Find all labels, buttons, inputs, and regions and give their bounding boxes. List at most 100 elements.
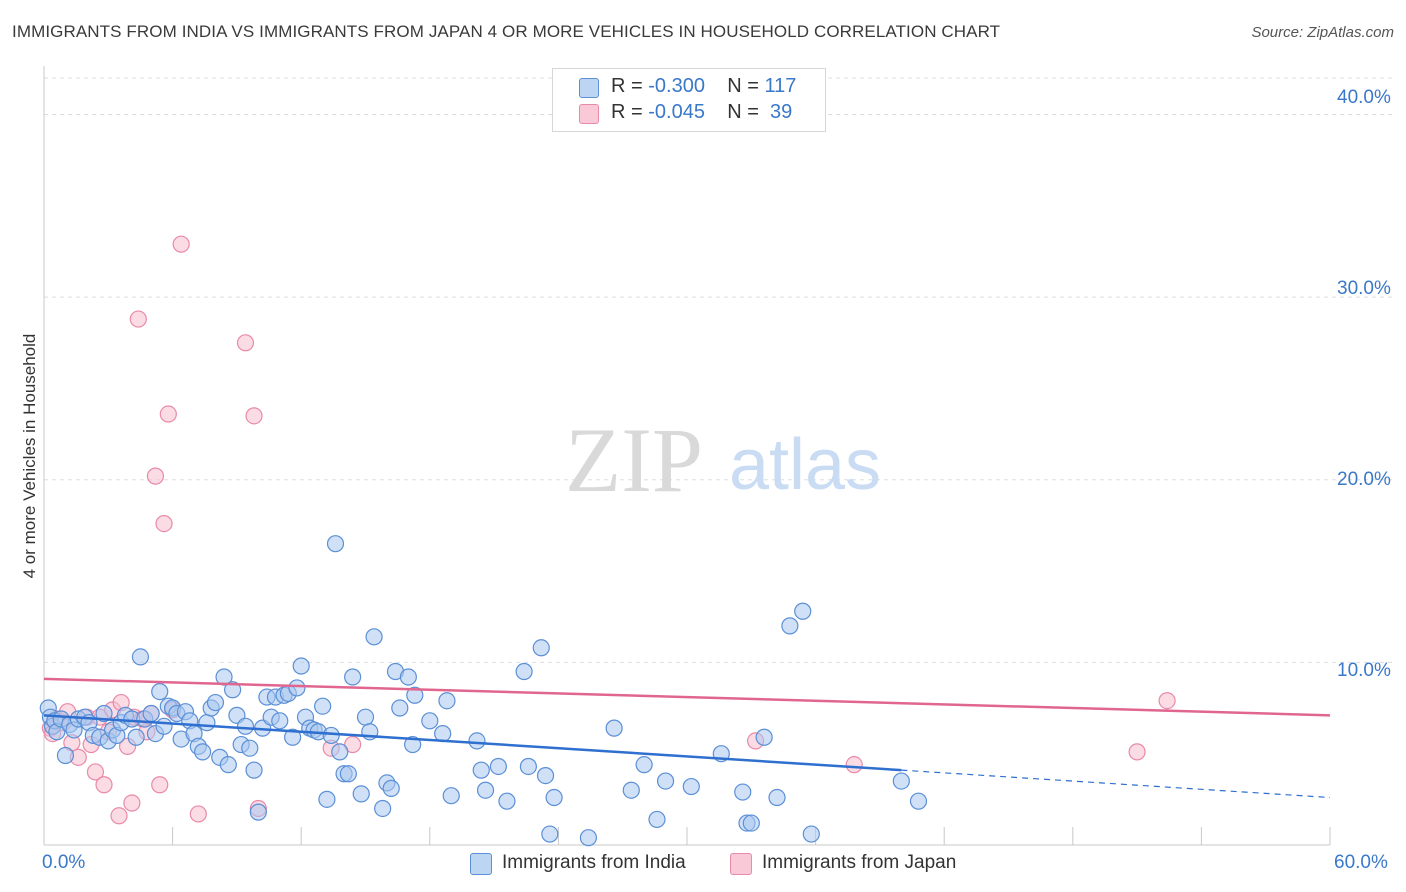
data-point (245, 407, 263, 425)
correlation-legend: R = -0.300 N = 117 R = -0.045 N = 39 (552, 68, 826, 132)
japan-n-value: 39 (764, 101, 793, 123)
japan-points (41, 235, 1176, 825)
india-n-value: 117 (764, 75, 797, 97)
data-point (172, 235, 190, 253)
data-point (288, 679, 306, 697)
data-point (794, 602, 812, 620)
watermark: ZIP atlas (565, 409, 881, 511)
india-r-label: R = (611, 75, 649, 97)
data-point (541, 825, 559, 843)
gridlines (44, 77, 1393, 663)
y-tick-20: 20.0% (1337, 469, 1391, 490)
data-point (322, 726, 340, 745)
data-point (56, 746, 75, 765)
data-point (131, 648, 150, 666)
data-point (622, 781, 640, 799)
data-point (159, 405, 177, 423)
data-point (519, 757, 537, 776)
data-point (468, 732, 486, 750)
data-point (146, 467, 165, 485)
japan-stats: R = -0.045 N = 39 (611, 101, 792, 124)
data-point (151, 682, 169, 701)
india-legend-swatch (470, 853, 492, 875)
data-point (339, 765, 357, 783)
japan-n-label: N = (727, 101, 765, 123)
x-tick-0: 0.0% (42, 852, 86, 873)
trend-line-india-extension (901, 769, 1331, 799)
watermark-zip: ZIP (565, 409, 703, 511)
data-point (1158, 692, 1176, 710)
source-credit: Source: ZipAtlas.com (1251, 24, 1394, 41)
data-point (605, 719, 623, 737)
data-point (284, 728, 302, 746)
data-point (845, 756, 863, 774)
data-point (892, 772, 910, 790)
data-point (206, 693, 225, 712)
data-point (545, 788, 563, 807)
data-point (742, 814, 760, 832)
data-point (123, 794, 141, 812)
data-point (110, 807, 128, 825)
japan-r-label: R = (611, 101, 649, 123)
data-point (648, 810, 666, 829)
data-point (391, 699, 409, 717)
data-point (781, 617, 799, 635)
japan-legend-label: Immigrants from Japan (762, 852, 957, 873)
data-point (151, 776, 169, 794)
trend-lines (43, 677, 1331, 799)
data-point (86, 763, 105, 781)
data-point (406, 686, 424, 704)
data-point (194, 743, 212, 761)
japan-r-value: -0.045 (648, 101, 705, 123)
data-point (532, 639, 550, 657)
data-point (271, 712, 289, 730)
data-point (129, 310, 147, 328)
data-point (374, 799, 392, 818)
data-point (442, 787, 460, 805)
data-point (635, 756, 653, 774)
data-point (292, 657, 310, 675)
data-point (326, 535, 345, 553)
data-point (909, 792, 928, 810)
data-point (95, 776, 113, 794)
data-point (768, 788, 786, 807)
data-point (434, 725, 452, 743)
data-point (1128, 743, 1146, 761)
data-point (95, 704, 113, 723)
data-point (245, 761, 263, 779)
india-swatch (579, 78, 599, 98)
data-point (404, 735, 422, 754)
data-point (382, 779, 400, 797)
data-point (127, 728, 145, 746)
data-point (331, 743, 349, 761)
data-point (314, 697, 332, 715)
data-point (656, 772, 675, 790)
data-point (356, 708, 375, 726)
data-point (155, 717, 173, 735)
trend-line-japan (43, 677, 1331, 717)
data-point (472, 761, 490, 779)
y-tick-40: 40.0% (1337, 87, 1391, 108)
data-point (498, 792, 516, 810)
data-point (155, 514, 173, 533)
india-n-label: N = (727, 75, 765, 97)
data-point (476, 781, 495, 799)
data-point (236, 334, 255, 352)
data-point (802, 825, 820, 843)
data-point (198, 714, 216, 732)
data-point (421, 712, 439, 730)
data-point (489, 757, 507, 776)
data-point (249, 803, 267, 821)
japan-legend-swatch (730, 853, 752, 875)
india-points (39, 535, 928, 847)
data-point (515, 662, 533, 681)
data-point (344, 668, 362, 686)
axes (43, 66, 1331, 846)
data-point (236, 717, 255, 735)
watermark-atlas: atlas (729, 425, 881, 505)
data-point (438, 692, 456, 710)
data-point (734, 783, 752, 801)
data-point (352, 785, 370, 803)
data-point (682, 777, 700, 796)
